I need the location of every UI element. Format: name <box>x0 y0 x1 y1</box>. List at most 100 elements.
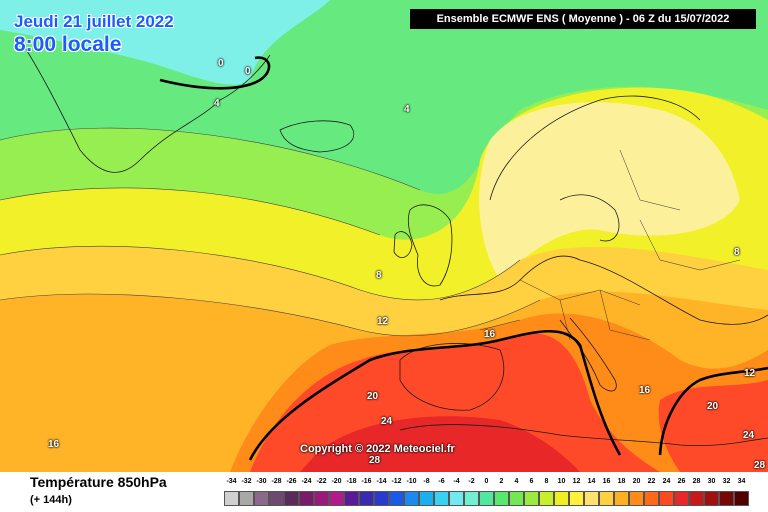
band-pale-yellow <box>479 102 740 280</box>
legend-tick-label: -28 <box>271 478 282 485</box>
scandinavia-coast <box>489 95 701 201</box>
uk-coast <box>407 204 453 287</box>
isotherm-label: 0 <box>218 58 224 69</box>
legend-tick-label: 2 <box>499 478 504 485</box>
isotherm-label: 16 <box>639 385 651 396</box>
ireland-coast <box>393 231 413 259</box>
legend-tick-label: -4 <box>453 478 460 485</box>
legend-swatch <box>254 491 269 506</box>
isotherm-label: 24 <box>381 416 393 427</box>
legend-tick-label: -14 <box>376 478 387 485</box>
legend-tick-label: -32 <box>241 478 252 485</box>
legend-swatch <box>674 491 689 506</box>
legend-tick-label: 16 <box>602 478 611 485</box>
isotherm-label: 4 <box>214 98 220 109</box>
legend-swatch <box>344 491 359 506</box>
isotherm-0 <box>159 56 271 90</box>
legend-tick-label: -18 <box>346 478 357 485</box>
legend-swatch <box>434 491 449 506</box>
legend-swatch <box>524 491 539 506</box>
legend-tick-label: -8 <box>423 478 430 485</box>
legend-tick-label: 10 <box>557 478 566 485</box>
legend-tick-label: -10 <box>406 478 417 485</box>
isotherm-label: 12 <box>744 368 756 379</box>
legend-tick-label: -22 <box>316 478 327 485</box>
isotherm-label: 8 <box>734 247 740 258</box>
isotherm-20 <box>248 329 622 461</box>
legend-tick-label: 26 <box>677 478 686 485</box>
lead-time: (+ 144h) <box>30 494 72 506</box>
legend-tick-label: 0 <box>484 478 489 485</box>
legend-swatch <box>734 491 749 506</box>
legend-swatch <box>599 491 614 506</box>
isotherm-label: 24 <box>743 430 755 441</box>
legend-swatch <box>509 491 524 506</box>
isotherm-label: 8 <box>376 270 382 281</box>
europe-coast <box>439 255 768 325</box>
legend-tick-label: 12 <box>572 478 581 485</box>
isotherm-label: 20 <box>367 391 379 402</box>
legend-swatch <box>269 491 284 506</box>
legend-tick-label: -34 <box>226 478 237 485</box>
legend-swatch <box>449 491 464 506</box>
forecast-date: Jeudi 21 juillet 2022 <box>14 12 174 31</box>
legend-swatch <box>689 491 704 506</box>
legend-swatch <box>374 491 389 506</box>
band-deep-red <box>300 416 580 472</box>
legend-tick-label: 14 <box>587 478 596 485</box>
legend-tick-label: -12 <box>391 478 402 485</box>
legend-swatch <box>539 491 554 506</box>
forecast-local-time: 8:00 locale <box>14 33 122 56</box>
africa-coast <box>399 424 768 447</box>
legend-swatch <box>419 491 434 506</box>
legend-tick-label: 30 <box>707 478 716 485</box>
legend-swatch <box>569 491 584 506</box>
legend-swatch <box>224 491 239 506</box>
isotherm-label: 28 <box>369 455 381 466</box>
legend-swatch <box>704 491 719 506</box>
legend-tick-label: -16 <box>361 478 372 485</box>
model-run-banner: Ensemble ECMWF ENS ( Moyenne ) - 06 Z du… <box>410 9 756 29</box>
legend-swatch <box>239 491 254 506</box>
legend-tick-label: -2 <box>468 478 475 485</box>
band-cold <box>0 0 330 85</box>
greenland-coast <box>19 39 271 173</box>
legend-tick-label: 18 <box>617 478 626 485</box>
legend-swatch <box>314 491 329 506</box>
legend-swatch <box>659 491 674 506</box>
legend-swatch <box>404 491 419 506</box>
isotherm-label: 16 <box>484 329 496 340</box>
legend-tick-label: 4 <box>514 478 519 485</box>
legend-tick-label: 8 <box>544 478 549 485</box>
isotherm-label: 0 <box>245 66 251 77</box>
legend-swatch <box>719 491 734 506</box>
isotherm-label: 28 <box>754 460 766 471</box>
isotherm-label: 16 <box>48 439 60 450</box>
legend-tick-label: 20 <box>632 478 641 485</box>
isotherm-label: 12 <box>377 316 389 327</box>
legend-swatch <box>359 491 374 506</box>
band-red-east <box>658 380 768 472</box>
legend-tick-label: 6 <box>529 478 534 485</box>
legend-tick-label: 34 <box>737 478 746 485</box>
legend-swatch <box>644 491 659 506</box>
variable-title: Température 850hPa <box>30 474 167 490</box>
legend-tick-label: 28 <box>692 478 701 485</box>
isotherm-20-east <box>658 366 768 456</box>
legend-tick-label: -20 <box>331 478 342 485</box>
legend-tick-label: 24 <box>662 478 671 485</box>
legend-swatch <box>629 491 644 506</box>
isotherm-label: 20 <box>707 401 719 412</box>
legend-tick-label: -24 <box>301 478 312 485</box>
legend-swatch <box>284 491 299 506</box>
copyright-notice: Copyright © 2022 Meteociel.fr <box>300 443 455 455</box>
legend-swatch <box>554 491 569 506</box>
legend-tick-label: -30 <box>256 478 267 485</box>
iceland-coast <box>279 120 355 153</box>
legend-swatch <box>389 491 404 506</box>
legend-tick-label: -6 <box>438 478 445 485</box>
legend-swatch <box>329 491 344 506</box>
iberia-coast <box>399 343 505 411</box>
legend-swatch <box>479 491 494 506</box>
legend-tick-label: 32 <box>722 478 731 485</box>
